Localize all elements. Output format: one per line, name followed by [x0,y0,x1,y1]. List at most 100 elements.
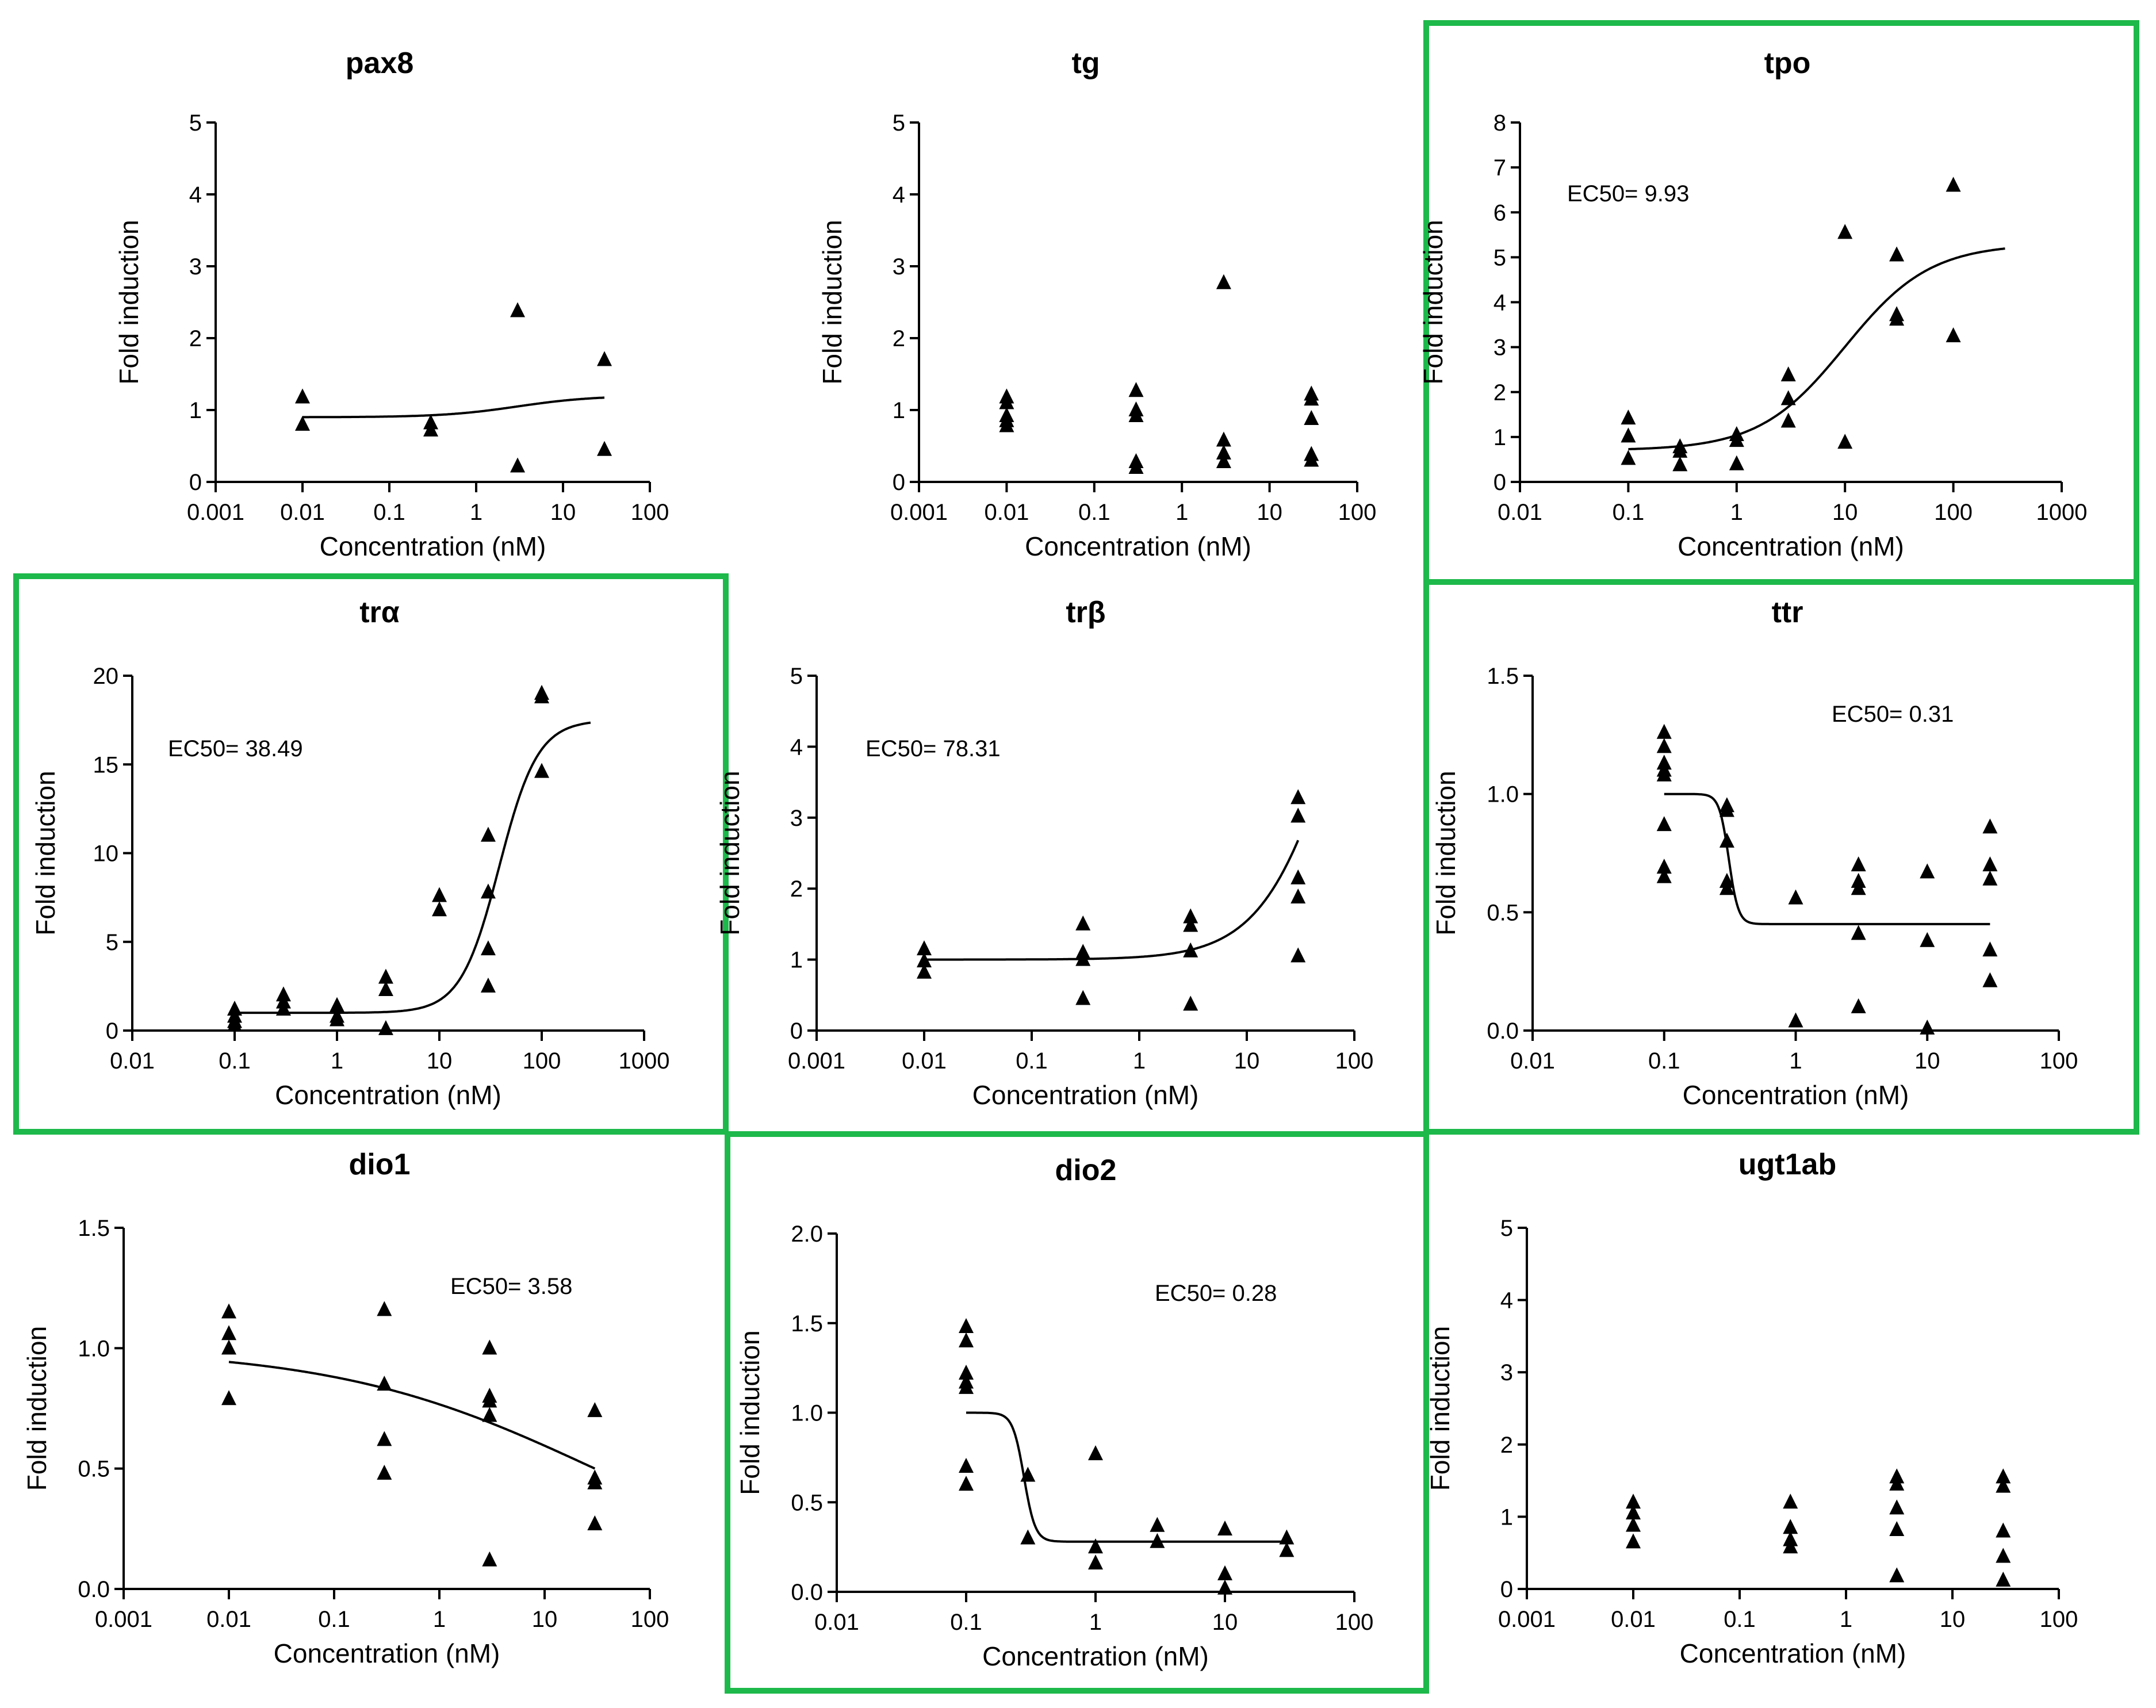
data-point-marker [1626,1504,1641,1520]
data-point-marker [1837,434,1853,449]
data-point-marker [1889,1567,1905,1583]
x-tick-label: 1 [1730,500,1743,525]
data-point-marker [1216,453,1231,468]
x-tick-label: 100 [1338,500,1377,525]
y-tick-label: 3 [893,254,905,279]
ec50-annotation: EC50= 38.49 [168,736,303,761]
x-tick-label: 0.01 [1510,1048,1555,1074]
x-tick-label: 100 [2040,1607,2078,1632]
data-point-marker [1216,445,1231,459]
data-point-marker [1851,856,1866,872]
data-point-marker [377,1431,392,1446]
x-tick-label: 1 [1133,1048,1146,1074]
y-tick-label: 4 [189,182,202,208]
y-tick-label: 2.0 [791,1221,823,1247]
x-tick-label: 1000 [619,1048,670,1074]
data-point-marker [1729,455,1744,470]
data-point-marker [227,1016,242,1032]
panel-ttr: ttr 0.0 0.5 1.0 1.5 0.01 0.1 1 10 100 Concentratio… [1423,579,2139,1135]
x-tick-label: 10 [1914,1048,1940,1074]
data-point-marker [1982,870,1998,886]
x-tick-label: 100 [523,1048,561,1074]
y-tick-label: 0 [1500,1577,1513,1602]
data-point-marker [1088,1445,1103,1461]
data-point-marker [1889,1499,1905,1515]
y-axis-label: Fold induction [22,1326,52,1491]
data-point-marker [1290,947,1306,963]
x-tick-label: 100 [1335,1610,1374,1635]
y-tick-label: 4 [790,734,803,760]
x-tick-label: 1 [1840,1607,1852,1632]
x-tick-label: 0.1 [1613,500,1645,525]
y-tick-label: 6 [1494,200,1506,225]
y-tick-label: 5 [790,664,803,689]
data-point-marker [480,940,496,956]
data-point-marker [1719,802,1734,817]
data-point-marker [377,1376,392,1391]
data-point-marker [1889,311,1905,326]
x-tick-label: 10 [1212,1610,1238,1635]
y-tick-label: 2 [893,326,905,351]
x-tick-label: 100 [1934,500,1973,525]
x-tick-label: 1 [433,1607,446,1632]
fit-curve [235,721,591,1014]
x-tick-label: 1 [1089,1610,1102,1635]
y-tick-label: 1.5 [78,1216,110,1241]
data-point-marker [1656,738,1672,753]
data-point-marker [1290,869,1306,884]
data-point-marker [1183,908,1198,924]
ec50-annotation: EC50= 3.58 [450,1274,572,1299]
data-point-marker [1075,915,1091,930]
data-point-marker [1621,409,1636,425]
y-tick-label: 15 [93,752,119,778]
data-point-marker [1783,1538,1798,1554]
data-point-marker [1788,1012,1803,1028]
data-point-marker [1996,1468,2011,1484]
data-point-marker [1626,1516,1641,1532]
x-tick-label: 0.001 [95,1607,152,1632]
data-point-marker [534,763,549,778]
data-point-marker [959,1364,974,1380]
panel-title-ugt1ab: ugt1ab [1738,1148,1836,1181]
highlight-frame-dio2 [725,1131,1429,1694]
data-point-marker [999,417,1014,432]
data-point-marker [480,883,496,899]
y-tick-label: 1.5 [791,1311,823,1336]
fit-curve [966,1411,1287,1543]
panel-tg: tg 0 1 2 3 4 5 0.001 0.01 0.1 1 10 100 Concentration … [817,47,1376,561]
x-tick-label: 1 [331,1048,343,1074]
y-tick-label: 1.0 [791,1401,823,1426]
data-point-marker [917,963,932,979]
panel-dio2: dio2 0.0 0.5 1.0 1.5 2.0 0.01 0.1 1 10 100 Concentr… [725,1131,1429,1694]
x-axis-label: Concentration (nM) [1680,1638,1906,1668]
y-tick-label: 0.0 [1487,1018,1519,1044]
data-point-marker [1075,951,1091,966]
data-point-marker [1783,1519,1798,1534]
x-tick-label: 10 [427,1048,453,1074]
ec50-annotation: EC50= 0.28 [1155,1281,1277,1306]
y-tick-label: 0 [893,470,905,495]
data-point-marker [221,1303,236,1319]
data-point-marker [1290,889,1306,904]
data-point-marker [510,457,526,473]
data-point-marker [377,1465,392,1480]
y-tick-label: 20 [93,664,119,689]
data-point-marker [1217,1520,1232,1535]
fit-curve [1664,792,1990,925]
data-point-marker [587,1402,603,1418]
y-tick-label: 5 [1494,245,1506,270]
panel-title-tg: tg [1071,47,1100,80]
data-point-marker [1672,442,1688,458]
data-point-marker [1851,998,1866,1013]
y-tick-label: 2 [790,876,803,902]
data-point-marker [1304,390,1319,406]
x-tick-label: 0.01 [280,500,325,525]
data-point-marker [597,351,612,366]
x-axis-label: Concentration (nM) [275,1080,501,1110]
data-point-marker [330,997,344,1012]
data-point-marker [959,1332,974,1347]
x-axis-label: Concentration (nM) [982,1641,1209,1671]
y-tick-label: 1 [1500,1504,1513,1530]
data-point-marker [1780,412,1796,428]
